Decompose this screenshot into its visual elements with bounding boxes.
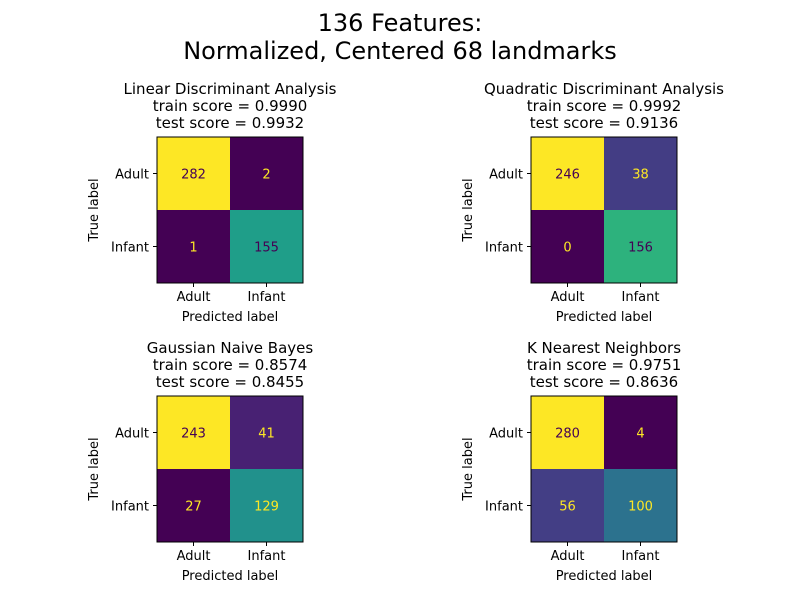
test-score: test score = 0.9136 bbox=[530, 114, 678, 132]
matrix-cell bbox=[230, 137, 303, 210]
x-axis-label: Predicted label bbox=[182, 310, 279, 325]
cell-value-label: 100 bbox=[628, 500, 653, 515]
matrix-cell bbox=[604, 137, 677, 210]
x-tick-label: Infant bbox=[248, 290, 286, 305]
y-tick-label: Adult bbox=[115, 168, 149, 183]
x-tick-label: Infant bbox=[622, 290, 660, 305]
cell-value-label: 2 bbox=[262, 168, 270, 183]
cell-value-label: 0 bbox=[563, 241, 571, 256]
x-axis-label: Predicted label bbox=[556, 569, 653, 584]
x-tick-label: Adult bbox=[177, 290, 211, 305]
y-tick-label: Infant bbox=[485, 241, 523, 256]
cell-value-label: 41 bbox=[258, 427, 275, 442]
test-score: test score = 0.8636 bbox=[530, 373, 678, 391]
cell-value-label: 282 bbox=[181, 168, 206, 183]
matrix-cell bbox=[531, 396, 604, 469]
axes-frame bbox=[530, 395, 678, 543]
panel-title: Gaussian Naive Bayes bbox=[147, 339, 314, 357]
y-tick-label: Infant bbox=[111, 241, 149, 256]
x-axis-label: Predicted label bbox=[556, 310, 653, 325]
x-tick-label: Infant bbox=[622, 549, 660, 564]
test-score: test score = 0.8455 bbox=[156, 373, 304, 391]
matrix-cell bbox=[531, 469, 604, 542]
test-score: test score = 0.9932 bbox=[156, 114, 304, 132]
y-axis-label: True label bbox=[461, 178, 476, 242]
y-axis-label: True label bbox=[87, 178, 102, 242]
axes-frame bbox=[530, 136, 678, 284]
y-axis-label: True label bbox=[461, 437, 476, 501]
cell-value-label: 38 bbox=[632, 168, 649, 183]
x-tick-label: Adult bbox=[177, 549, 211, 564]
x-axis-label: Predicted label bbox=[182, 569, 279, 584]
matrix-cell bbox=[157, 137, 230, 210]
panel-title: Quadratic Discriminant Analysis bbox=[484, 80, 724, 98]
matrix-cell bbox=[531, 137, 604, 210]
axes-frame bbox=[156, 136, 304, 284]
train-score: train score = 0.9990 bbox=[153, 97, 308, 115]
x-tick-label: Adult bbox=[551, 290, 585, 305]
cell-value-label: 246 bbox=[555, 168, 580, 183]
cell-value-label: 1 bbox=[189, 241, 197, 256]
matrix-cell bbox=[157, 469, 230, 542]
train-score: train score = 0.9992 bbox=[527, 97, 682, 115]
matrix-cell bbox=[604, 469, 677, 542]
y-tick-label: Adult bbox=[115, 427, 149, 442]
y-tick-label: Infant bbox=[485, 500, 523, 515]
train-score: train score = 0.9751 bbox=[527, 356, 682, 374]
y-tick-label: Infant bbox=[111, 500, 149, 515]
cell-value-label: 56 bbox=[559, 500, 576, 515]
panel-title: Linear Discriminant Analysis bbox=[124, 80, 337, 98]
y-tick-label: Adult bbox=[489, 168, 523, 183]
train-score: train score = 0.8574 bbox=[153, 356, 308, 374]
cell-value-label: 27 bbox=[185, 500, 202, 515]
matrix-cell bbox=[604, 396, 677, 469]
matrix-cell bbox=[157, 396, 230, 469]
cell-value-label: 129 bbox=[254, 500, 279, 515]
matrix-cell bbox=[230, 210, 303, 283]
figure-title-line1: 136 Features: bbox=[318, 9, 483, 37]
matrix-cell bbox=[604, 210, 677, 283]
matrix-cell bbox=[157, 210, 230, 283]
x-tick-label: Adult bbox=[551, 549, 585, 564]
cell-value-label: 243 bbox=[181, 427, 206, 442]
matrix-cell bbox=[230, 469, 303, 542]
x-tick-label: Infant bbox=[248, 549, 286, 564]
figure-title-line2: Normalized, Centered 68 landmarks bbox=[183, 37, 617, 65]
matrix-cell bbox=[531, 210, 604, 283]
cell-value-label: 4 bbox=[636, 427, 644, 442]
cell-value-label: 156 bbox=[628, 241, 653, 256]
cell-value-label: 280 bbox=[555, 427, 580, 442]
cell-value-label: 155 bbox=[254, 241, 279, 256]
axes-frame bbox=[156, 395, 304, 543]
y-tick-label: Adult bbox=[489, 427, 523, 442]
y-axis-label: True label bbox=[87, 437, 102, 501]
matrix-cell bbox=[230, 396, 303, 469]
panel-title: K Nearest Neighbors bbox=[527, 339, 681, 357]
